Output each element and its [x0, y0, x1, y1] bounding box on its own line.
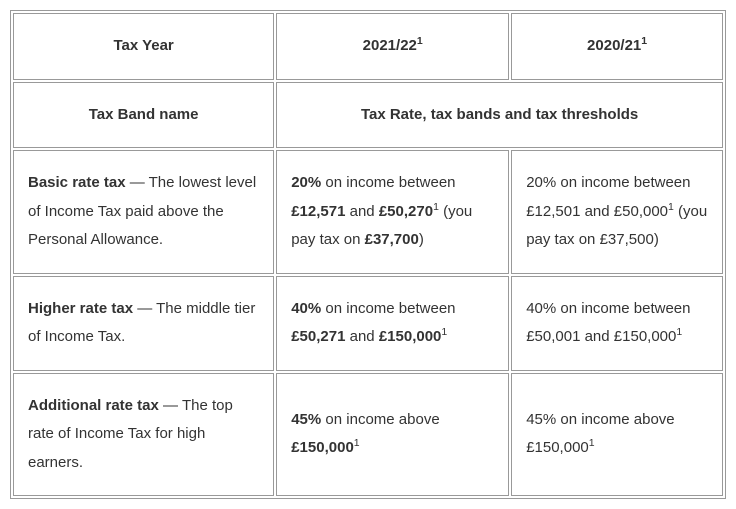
tax-rates-table: Tax Year 2021/221 2020/211 Tax Band name…	[10, 10, 726, 499]
band-name: Higher rate tax	[28, 300, 133, 317]
band-name-cell: Basic rate tax — The lowest level of Inc…	[13, 150, 274, 274]
header-tax-year: Tax Year	[13, 13, 274, 80]
band-name-cell: Additional rate tax — The top rate of In…	[13, 373, 274, 497]
rate-cell-a: 20% on income between £12,571 and £50,27…	[276, 150, 509, 274]
rate-cell-a: 40% on income between £50,271 and £150,0…	[276, 276, 509, 371]
table-row: Higher rate tax — The middle tier of Inc…	[13, 276, 723, 371]
header-year-b: 2020/211	[511, 13, 723, 80]
rate-cell-b: 40% on income between £50,001 and £150,0…	[511, 276, 723, 371]
header-row-bands: Tax Band name Tax Rate, tax bands and ta…	[13, 82, 723, 149]
table-row: Additional rate tax — The top rate of In…	[13, 373, 723, 497]
header-band-name: Tax Band name	[13, 82, 274, 149]
band-name: Basic rate tax	[28, 174, 126, 191]
band-name: Additional rate tax	[28, 397, 159, 414]
rate-cell-a: 45% on income above £150,0001	[276, 373, 509, 497]
header-row-years: Tax Year 2021/221 2020/211	[13, 13, 723, 80]
header-year-a: 2021/221	[276, 13, 509, 80]
rate-cell-b: 45% on income above £150,0001	[511, 373, 723, 497]
band-name-cell: Higher rate tax — The middle tier of Inc…	[13, 276, 274, 371]
rate-cell-b: 20% on income between £12,501 and £50,00…	[511, 150, 723, 274]
table-row: Basic rate tax — The lowest level of Inc…	[13, 150, 723, 274]
header-rates-label: Tax Rate, tax bands and tax thresholds	[276, 82, 723, 149]
